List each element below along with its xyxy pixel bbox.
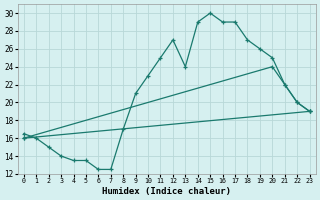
X-axis label: Humidex (Indice chaleur): Humidex (Indice chaleur) [102,187,231,196]
